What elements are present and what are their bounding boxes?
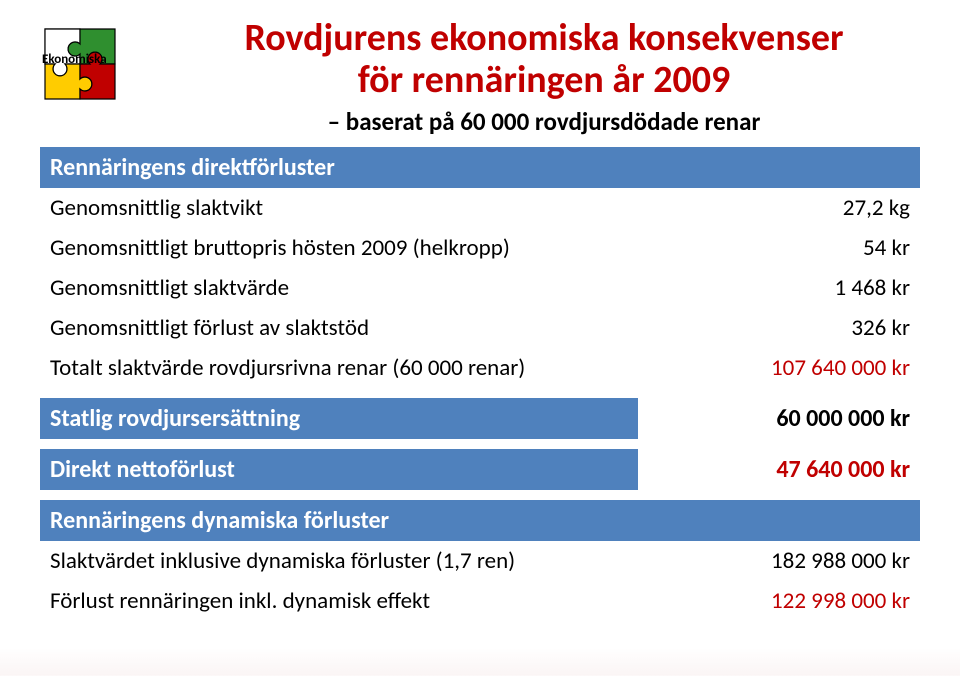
- section-header-direkt: Rennäringens direktförluster: [40, 147, 920, 188]
- puzzle-icon-box: Ekonomiska: [40, 18, 150, 67]
- header: Ekonomiska Rovdjurens ekonomiska konsekv…: [40, 18, 920, 137]
- section-header-spacer: [638, 147, 920, 188]
- row-value: 60 000 000 kr: [638, 398, 920, 439]
- title-line-2: för rennäringen år 2009: [168, 60, 920, 102]
- spacer-row: [40, 439, 920, 449]
- title-line-1: Rovdjurens ekonomiska konsekvenser: [168, 18, 920, 60]
- table-row: Genomsnittligt förlust av slaktstöd326 k…: [40, 308, 920, 348]
- section-header-label: Rennäringens dynamiska förluster: [40, 500, 638, 541]
- row-value: 107 640 000 kr: [638, 348, 920, 388]
- title-block: Rovdjurens ekonomiska konsekvenser för r…: [168, 18, 920, 137]
- summary-row: Direkt nettoförlust47 640 000 kr: [40, 449, 920, 490]
- section-header-label: Rennäringens direktförluster: [40, 147, 638, 188]
- title-subline: – baserat på 60 000 rovdjursdödade renar: [168, 106, 920, 137]
- table-row: Genomsnittligt bruttopris hösten 2009 (h…: [40, 228, 920, 268]
- puzzle-label: Ekonomiska: [42, 52, 150, 67]
- row-value: 182 988 000 kr: [638, 541, 920, 581]
- row-label: Genomsnittligt förlust av slaktstöd: [40, 308, 638, 348]
- row-label: Slaktvärdet inklusive dynamiska förluste…: [40, 541, 638, 581]
- section-header-spacer: [638, 500, 920, 541]
- row-value: 122 998 000 kr: [638, 581, 920, 621]
- row-value: 326 kr: [638, 308, 920, 348]
- summary-row: Statlig rovdjursersättning60 000 000 kr: [40, 398, 920, 439]
- footer-band: [0, 648, 960, 698]
- row-value: 54 kr: [638, 228, 920, 268]
- data-table: Rennäringens direktförlusterGenomsnittli…: [40, 147, 920, 621]
- row-value: 1 468 kr: [638, 268, 920, 308]
- section-header-dynamisk: Rennäringens dynamiska förluster: [40, 500, 920, 541]
- spacer-row: [40, 490, 920, 500]
- row-label: Totalt slaktvärde rovdjursrivna renar (6…: [40, 348, 638, 388]
- table-row: Slaktvärdet inklusive dynamiska förluste…: [40, 541, 920, 581]
- spacer-row: [40, 388, 920, 398]
- row-label: Genomsnittlig slaktvikt: [40, 188, 638, 228]
- table-row: Genomsnittlig slaktvikt27,2 kg: [40, 188, 920, 228]
- row-label: Förlust rennäringen inkl. dynamisk effek…: [40, 581, 638, 621]
- row-value: 47 640 000 kr: [638, 449, 920, 490]
- row-label: Genomsnittligt slaktvärde: [40, 268, 638, 308]
- table-row: Totalt slaktvärde rovdjursrivna renar (6…: [40, 348, 920, 388]
- row-value: 27,2 kg: [638, 188, 920, 228]
- puzzle-icon: [40, 24, 140, 112]
- row-label: Statlig rovdjursersättning: [40, 398, 638, 439]
- table-row: Genomsnittligt slaktvärde1 468 kr: [40, 268, 920, 308]
- row-label: Direkt nettoförlust: [40, 449, 638, 490]
- row-label: Genomsnittligt bruttopris hösten 2009 (h…: [40, 228, 638, 268]
- table-row: Förlust rennäringen inkl. dynamisk effek…: [40, 581, 920, 621]
